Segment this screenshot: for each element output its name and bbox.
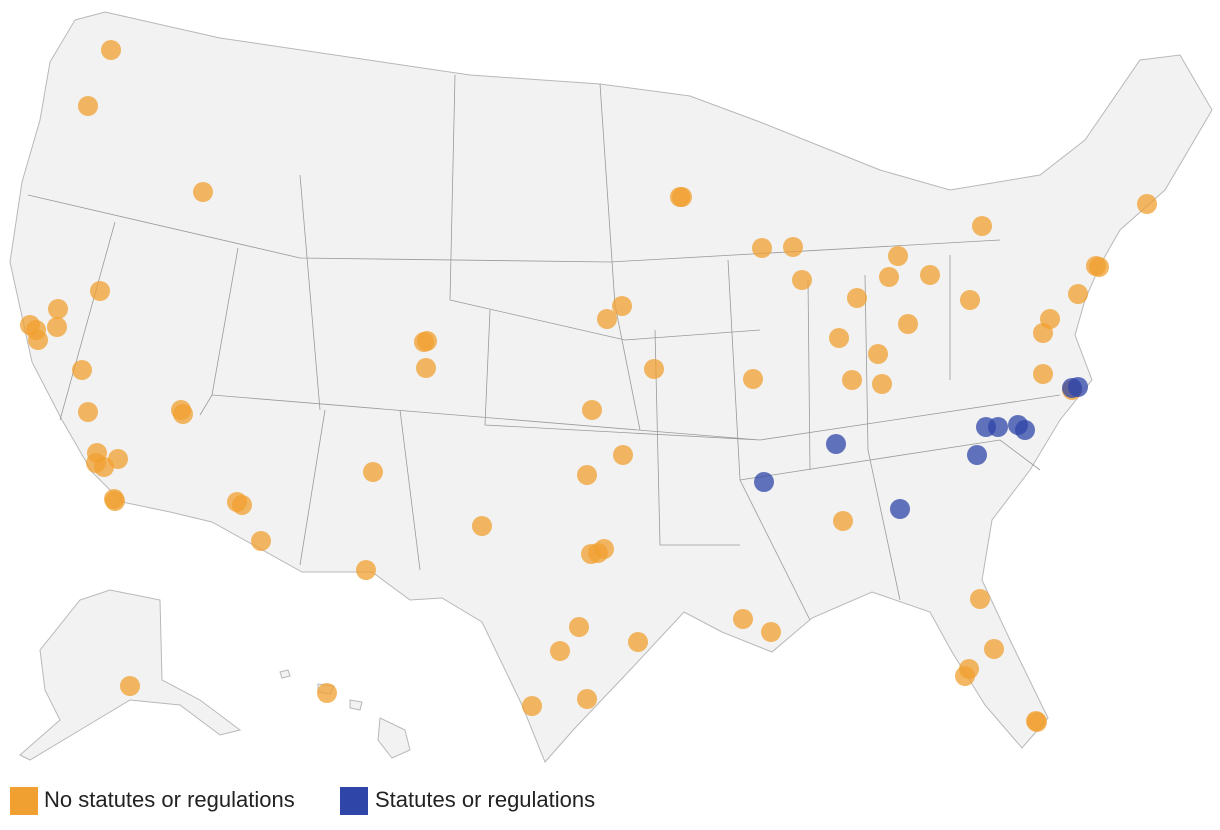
location-marker xyxy=(879,267,899,287)
location-marker xyxy=(78,96,98,116)
location-marker xyxy=(363,462,383,482)
location-marker xyxy=(783,237,803,257)
location-marker xyxy=(967,445,987,465)
location-marker xyxy=(72,360,92,380)
location-marker xyxy=(955,666,975,686)
location-marker xyxy=(577,689,597,709)
location-marker xyxy=(842,370,862,390)
location-marker xyxy=(105,491,125,511)
location-marker xyxy=(317,683,337,703)
location-marker xyxy=(826,434,846,454)
location-marker xyxy=(829,328,849,348)
location-marker xyxy=(960,290,980,310)
location-marker xyxy=(1089,257,1109,277)
location-marker xyxy=(628,632,648,652)
location-marker xyxy=(847,288,867,308)
location-marker xyxy=(672,187,692,207)
location-marker xyxy=(193,182,213,202)
location-marker xyxy=(888,246,908,266)
location-marker xyxy=(1033,364,1053,384)
location-marker xyxy=(28,330,48,350)
location-marker xyxy=(594,539,614,559)
location-marker xyxy=(792,270,812,290)
location-marker xyxy=(752,238,772,258)
location-marker xyxy=(890,499,910,519)
location-marker xyxy=(613,445,633,465)
location-marker xyxy=(90,281,110,301)
location-marker xyxy=(972,216,992,236)
legend-label: No statutes or regulations xyxy=(44,787,295,812)
location-marker xyxy=(48,299,68,319)
location-marker xyxy=(644,359,664,379)
location-marker xyxy=(47,317,67,337)
legend-label: Statutes or regulations xyxy=(375,787,595,812)
location-marker xyxy=(173,404,193,424)
location-marker xyxy=(417,331,437,351)
location-marker xyxy=(251,531,271,551)
location-marker xyxy=(733,609,753,629)
location-marker xyxy=(898,314,918,334)
location-marker xyxy=(101,40,121,60)
markers xyxy=(20,40,1157,732)
location-marker xyxy=(577,465,597,485)
location-marker xyxy=(988,417,1008,437)
location-marker xyxy=(920,265,940,285)
location-marker xyxy=(833,511,853,531)
location-marker xyxy=(743,369,763,389)
location-marker xyxy=(522,696,542,716)
location-marker xyxy=(582,400,602,420)
legend-swatch xyxy=(340,787,368,815)
location-marker xyxy=(550,641,570,661)
location-marker xyxy=(108,449,128,469)
hawaii xyxy=(279,669,411,759)
alaska xyxy=(19,589,242,761)
location-marker xyxy=(416,358,436,378)
location-marker xyxy=(232,495,252,515)
location-marker xyxy=(868,344,888,364)
location-marker xyxy=(472,516,492,536)
location-marker xyxy=(1137,194,1157,214)
location-marker xyxy=(984,639,1004,659)
location-marker xyxy=(970,589,990,609)
location-marker xyxy=(120,676,140,696)
location-marker xyxy=(78,402,98,422)
location-marker xyxy=(569,617,589,637)
location-marker xyxy=(1068,284,1088,304)
location-marker xyxy=(872,374,892,394)
basemap xyxy=(9,11,1213,763)
location-marker xyxy=(356,560,376,580)
lower-48 xyxy=(9,11,1213,763)
legend-swatch xyxy=(10,787,38,815)
location-marker xyxy=(1040,309,1060,329)
location-marker xyxy=(754,472,774,492)
location-marker xyxy=(761,622,781,642)
location-marker xyxy=(1062,378,1082,398)
location-marker xyxy=(597,309,617,329)
location-marker xyxy=(1027,712,1047,732)
legend: No statutes or regulations Statutes or r… xyxy=(10,787,595,815)
location-marker xyxy=(612,296,632,316)
location-marker xyxy=(1015,420,1035,440)
